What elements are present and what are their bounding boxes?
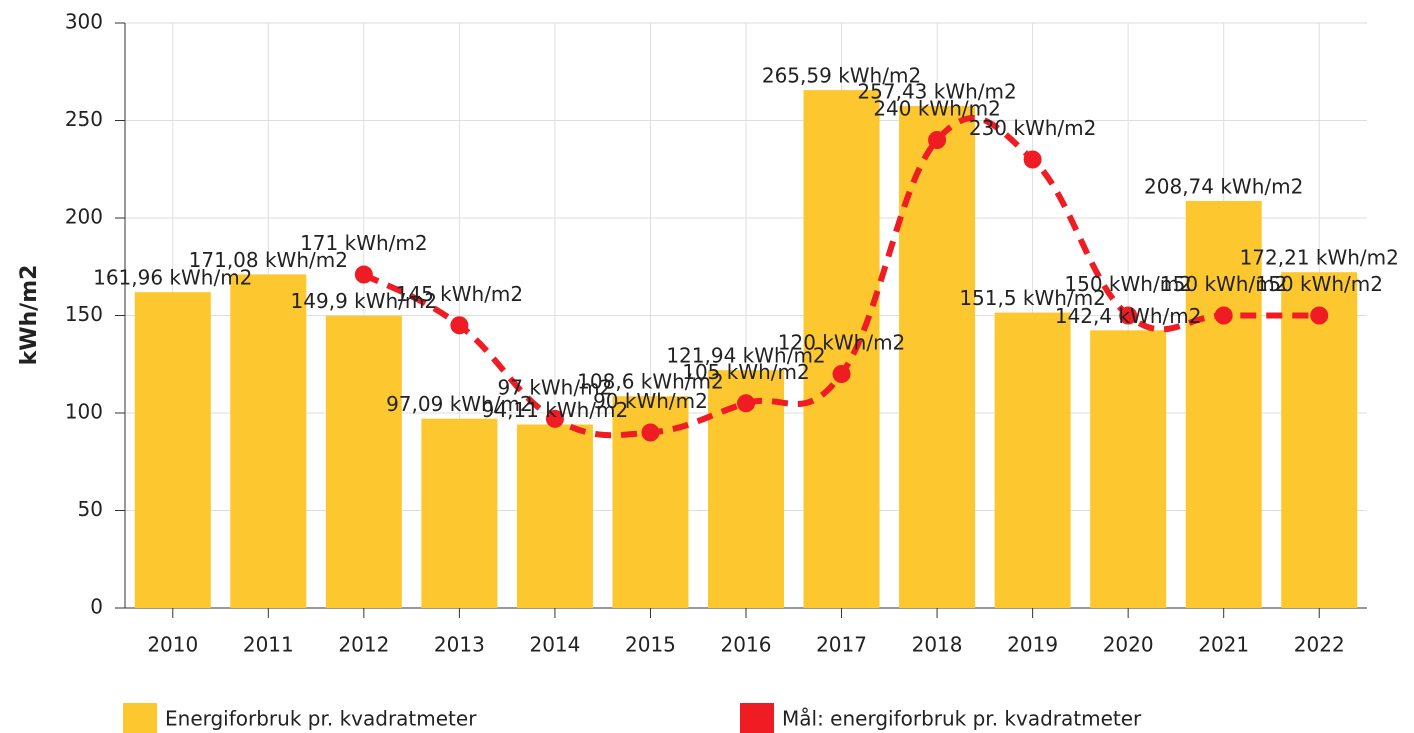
legend-swatch: [740, 703, 774, 733]
x-tick-label: 2012: [338, 633, 389, 657]
y-tick-label: 100: [65, 400, 103, 424]
bar: [1090, 330, 1167, 608]
x-tick-label: 2011: [243, 633, 294, 657]
point: [545, 409, 564, 428]
value-label: 257,43 kWh/m2: [857, 80, 1016, 104]
x-tick-label: 2022: [1294, 633, 1345, 657]
bar: [1281, 272, 1358, 608]
value-label: 108,6 kWh/m2: [577, 370, 724, 394]
y-tick-label: 300: [65, 10, 103, 34]
value-label: 151,5 kWh/m2: [959, 286, 1106, 310]
value-label: 240 kWh/m2: [873, 97, 1001, 121]
value-label: 171 kWh/m2: [300, 231, 428, 255]
value-label: 97 kWh/m2: [498, 375, 613, 399]
y-tick-label: 150: [65, 302, 103, 326]
value-label: 105 kWh/m2: [682, 360, 810, 384]
legend-swatch: [123, 703, 157, 733]
y-tick-label: 50: [78, 497, 103, 521]
bar: [134, 292, 211, 608]
bar: [899, 106, 976, 608]
point: [1119, 306, 1138, 325]
value-label: 171,08 kWh/m2: [189, 248, 348, 272]
bar: [230, 274, 307, 608]
value-label: 97,09 kWh/m2: [386, 392, 533, 416]
x-tick-label: 2010: [147, 633, 198, 657]
value-label: 121,94 kWh/m2: [666, 344, 825, 368]
legend-label: Energiforbruk pr. kvadratmeter: [165, 707, 477, 731]
bar: [516, 424, 593, 608]
x-tick-label: 2021: [1198, 633, 1249, 657]
value-label: 142,4 kWh/m2: [1055, 304, 1202, 328]
bar: [325, 315, 402, 608]
bar: [803, 90, 880, 609]
x-tick-label: 2016: [721, 633, 772, 657]
value-label: 149,9 kWh/m2: [291, 289, 438, 313]
value-label: 90 kWh/m2: [593, 389, 708, 413]
value-label: 161,96 kWh/m2: [93, 266, 252, 290]
x-tick-label: 2020: [1103, 633, 1154, 657]
value-label: 172,21 kWh/m2: [1240, 246, 1399, 270]
point: [928, 131, 947, 149]
value-label: 145 kWh/m2: [396, 282, 524, 306]
y-tick-label: 250: [65, 107, 103, 131]
x-tick-label: 2014: [529, 633, 580, 657]
x-tick-label: 2015: [625, 633, 676, 657]
x-tick-label: 2017: [816, 633, 867, 657]
legend-label: Mål: energiforbruk pr. kvadratmeter: [782, 707, 1142, 731]
x-tick-label: 2019: [1007, 633, 1058, 657]
value-label: 94,11 kWh/m2: [482, 398, 629, 422]
value-label: 265,59 kWh/m2: [762, 64, 921, 88]
point: [1214, 306, 1233, 325]
point: [450, 316, 469, 335]
bar: [421, 418, 498, 608]
point: [354, 265, 373, 284]
y-axis-label: kWh/m2: [17, 265, 42, 366]
point: [1023, 150, 1042, 169]
value-label: 208,74 kWh/m2: [1144, 174, 1303, 198]
y-tick-label: 0: [90, 595, 103, 619]
line: [362, 115, 1320, 439]
x-tick-label: 2013: [434, 633, 485, 657]
value-label: 120 kWh/m2: [778, 331, 906, 355]
point: [641, 423, 660, 442]
bar: [1185, 200, 1262, 608]
value-label: 150 kWh/m2: [1160, 272, 1288, 296]
point: [832, 365, 851, 383]
x-tick-label: 2018: [912, 633, 963, 657]
value-label: 230 kWh/m2: [969, 116, 1097, 140]
bar: [994, 312, 1071, 608]
point: [1310, 306, 1329, 325]
value-label: 150 kWh/m2: [1064, 272, 1192, 296]
value-label: 150 kWh/m2: [1255, 272, 1383, 296]
point: [737, 394, 755, 413]
y-tick-label: 200: [65, 205, 103, 229]
